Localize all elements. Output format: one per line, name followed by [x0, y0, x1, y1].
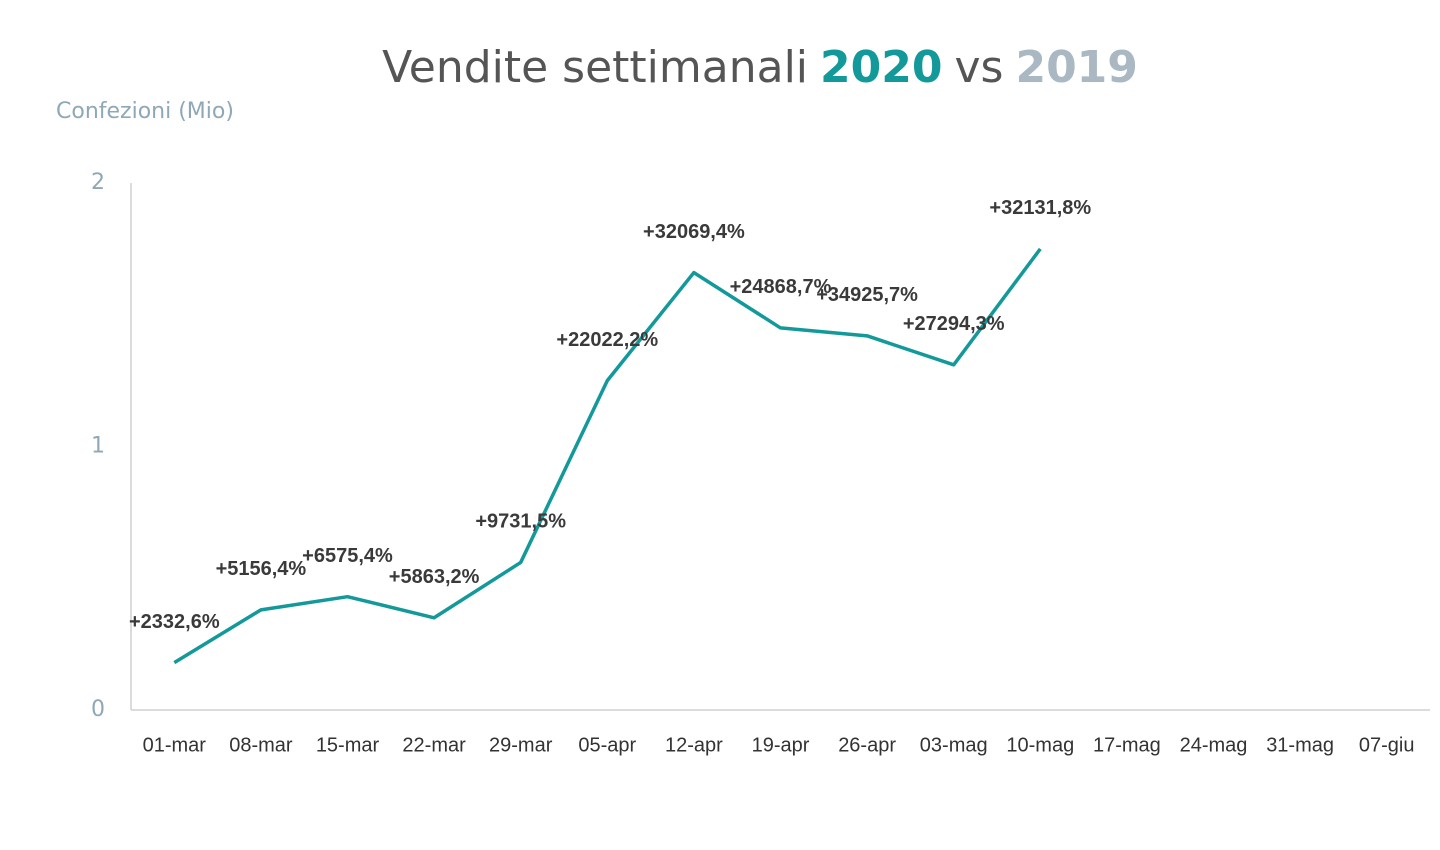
- data-label: +32069,4%: [643, 221, 745, 243]
- x-tick-label: 19-apr: [752, 734, 810, 756]
- x-tick-label: 24-mag: [1180, 734, 1248, 756]
- y-tick-label: 1: [91, 434, 105, 459]
- data-label: +34925,7%: [816, 284, 918, 306]
- x-tick-label: 31-mag: [1266, 734, 1334, 756]
- x-tick-label: 01-mar: [143, 734, 207, 756]
- x-tick-label: 05-apr: [578, 734, 636, 756]
- data-label: +24868,7%: [730, 276, 832, 298]
- data-label: +9731,5%: [475, 511, 566, 533]
- x-tick-label: 17-mag: [1093, 734, 1161, 756]
- y-tick-label: 0: [91, 697, 105, 722]
- x-tick-label: 07-giu: [1359, 734, 1415, 756]
- line-series: [173, 247, 1042, 665]
- y-axis-label: Confezioni (Mio): [56, 99, 234, 124]
- x-tick-label: 22-mar: [402, 734, 466, 756]
- data-label: +32131,8%: [989, 197, 1091, 219]
- x-tick-label: 10-mag: [1006, 734, 1074, 756]
- x-tick-label: 03-mag: [920, 734, 988, 756]
- data-label: +5156,4%: [216, 558, 307, 580]
- title-part: 2019: [1015, 42, 1137, 93]
- x-tick-label: 08-mar: [229, 734, 293, 756]
- data-label: +2332,6%: [129, 611, 220, 633]
- x-tick-label: 15-mar: [316, 734, 380, 756]
- title-part: 2020: [820, 42, 942, 93]
- data-label: +22022,2%: [556, 329, 658, 351]
- title-part: Vendite settimanali: [382, 42, 808, 93]
- data-label: +27294,3%: [903, 313, 1005, 335]
- x-tick-label: 26-apr: [838, 734, 896, 756]
- x-tick-label: 29-mar: [489, 734, 553, 756]
- y-tick-label: 2: [91, 170, 105, 195]
- data-label: +6575,4%: [302, 545, 393, 567]
- data-label: +5863,2%: [389, 566, 480, 588]
- chart-title: Vendite settimanali 2020 vs 2019: [382, 42, 1138, 93]
- title-part: vs: [954, 42, 1003, 93]
- x-tick-label: 12-apr: [665, 734, 723, 756]
